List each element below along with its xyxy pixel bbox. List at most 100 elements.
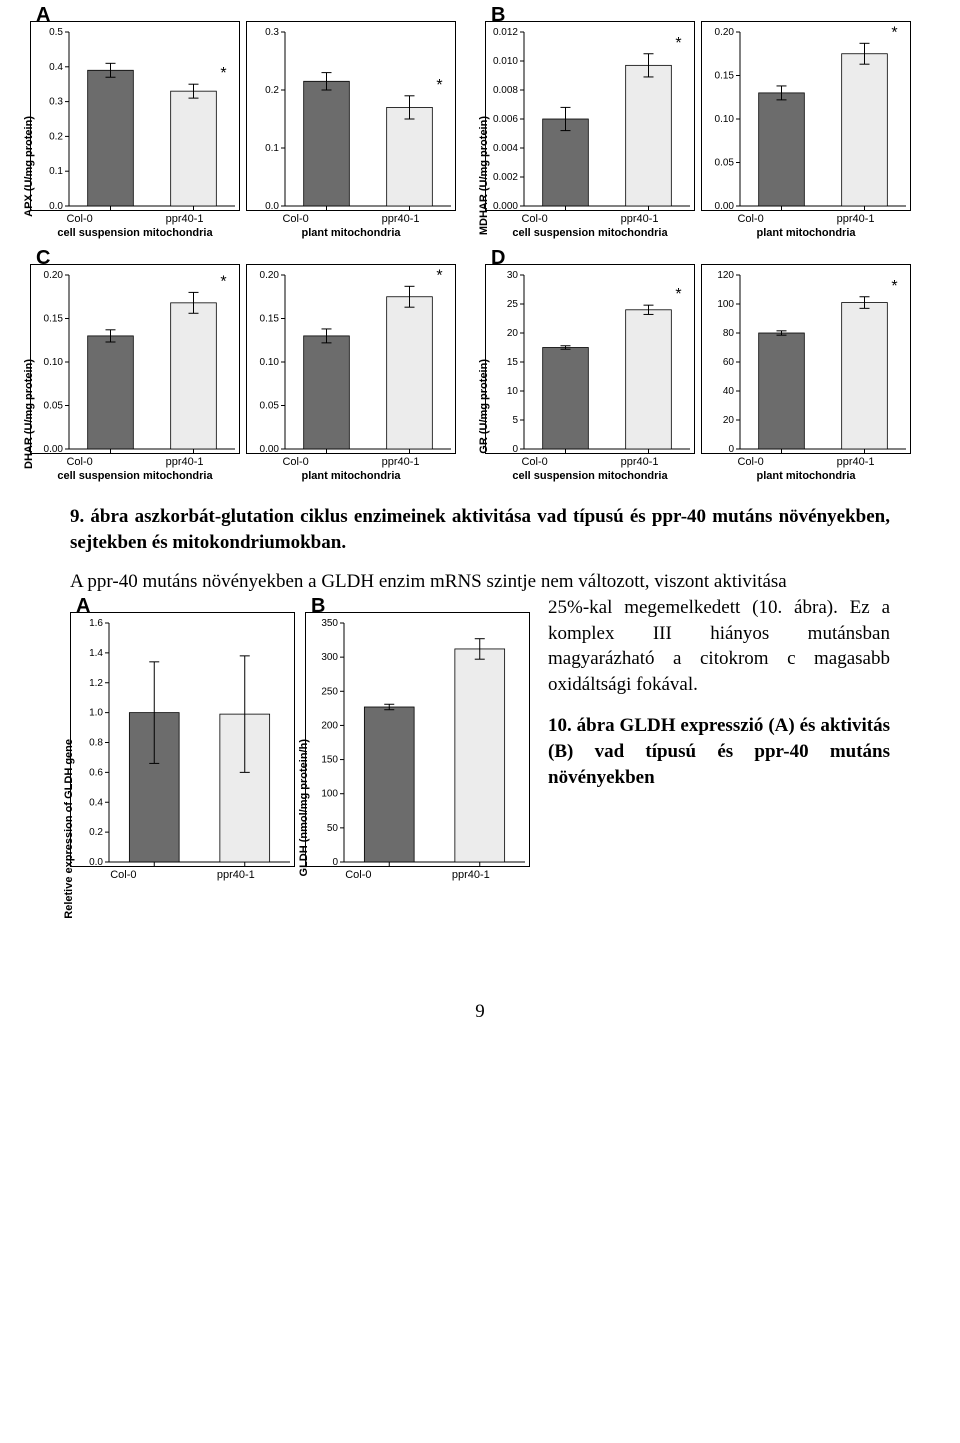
svg-text:0.4: 0.4 — [49, 62, 63, 73]
svg-text:0.00: 0.00 — [44, 444, 64, 455]
svg-text:0.010: 0.010 — [493, 56, 518, 67]
svg-text:0.8: 0.8 — [89, 737, 103, 748]
svg-text:0.15: 0.15 — [715, 71, 735, 82]
svg-text:0.002: 0.002 — [493, 172, 518, 183]
svg-text:0.0: 0.0 — [49, 201, 63, 212]
svg-text:0: 0 — [332, 857, 338, 868]
svg-text:1.0: 1.0 — [89, 708, 103, 719]
sub-caption: plant mitochondria — [701, 470, 911, 482]
svg-text:0.20: 0.20 — [715, 27, 735, 38]
body-text-before: A ppr-40 mutáns növényekben a GLDH enzim… — [0, 555, 960, 595]
x-axis-labels: Col-0ppr40-1 — [30, 456, 240, 468]
svg-text:0.2: 0.2 — [265, 85, 279, 96]
svg-text:0.1: 0.1 — [49, 166, 63, 177]
svg-text:0.000: 0.000 — [493, 201, 518, 212]
svg-text:0.0: 0.0 — [89, 857, 103, 868]
page-number: 9 — [0, 1001, 960, 1023]
bar-chart: 0.0000.0020.0040.0060.0080.0100.012*MDHA… — [485, 21, 695, 211]
y-axis-label: GR (U/mg protein) — [478, 359, 490, 454]
svg-text:0: 0 — [728, 444, 734, 455]
svg-text:0: 0 — [512, 444, 518, 455]
svg-text:*: * — [891, 24, 897, 41]
y-axis-label: APX (U/mg protein) — [23, 116, 35, 217]
svg-text:0.15: 0.15 — [44, 314, 64, 325]
svg-text:20: 20 — [723, 415, 735, 426]
x-axis-labels: Col-0ppr40-1 — [701, 456, 911, 468]
svg-text:0.00: 0.00 — [260, 444, 280, 455]
svg-text:*: * — [220, 273, 226, 290]
bar-chart: 0.00 0.05 0.10 0.15 0.20 * — [246, 264, 456, 454]
svg-text:0.1: 0.1 — [265, 143, 279, 154]
svg-text:0.012: 0.012 — [493, 27, 518, 38]
y-axis-label: GLDH (nmol/mg protein/h) — [298, 739, 310, 876]
svg-text:*: * — [220, 65, 226, 82]
svg-text:0.0: 0.0 — [265, 201, 279, 212]
bar-chart: 0.00 0.05 0.10 0.15 0.20 * — [701, 21, 911, 211]
svg-text:0.3: 0.3 — [265, 27, 279, 38]
svg-text:0.05: 0.05 — [715, 158, 735, 169]
svg-text:*: * — [436, 267, 442, 284]
svg-text:0.5: 0.5 — [49, 27, 63, 38]
svg-text:0.10: 0.10 — [44, 357, 64, 368]
svg-text:120: 120 — [717, 270, 734, 281]
x-axis-labels: Col-0ppr40-1 — [701, 213, 911, 225]
x-axis-labels: Col-0ppr40-1 — [30, 213, 240, 225]
svg-text:0.004: 0.004 — [493, 143, 518, 154]
svg-text:150: 150 — [321, 754, 338, 765]
svg-text:200: 200 — [321, 720, 338, 731]
svg-text:0.2: 0.2 — [49, 131, 63, 142]
svg-text:0.6: 0.6 — [89, 767, 103, 778]
svg-text:350: 350 — [321, 618, 338, 629]
svg-text:300: 300 — [321, 652, 338, 663]
sub-caption: cell suspension mitochondria — [30, 227, 240, 239]
y-axis-label: MDHAR (U/mg protein) — [478, 116, 490, 235]
bar-chart: 050100150200250300350GLDH (nmol/mg prote… — [305, 612, 530, 867]
bar-chart: 0.00.10.20.30.40.5*APX (U/mg protein) — [30, 21, 240, 211]
svg-text:*: * — [675, 35, 681, 52]
svg-text:100: 100 — [321, 789, 338, 800]
svg-text:0.20: 0.20 — [44, 270, 64, 281]
svg-text:60: 60 — [723, 357, 735, 368]
sub-caption: cell suspension mitochondria — [485, 470, 695, 482]
svg-text:0.008: 0.008 — [493, 85, 518, 96]
svg-text:0.2: 0.2 — [89, 827, 103, 838]
svg-text:80: 80 — [723, 328, 735, 339]
x-axis-labels: Col-0ppr40-1 — [485, 213, 695, 225]
bar-chart: 0.0 0.1 0.2 0.3 * — [246, 21, 456, 211]
svg-text:25: 25 — [507, 299, 519, 310]
svg-text:15: 15 — [507, 357, 519, 368]
svg-text:0.10: 0.10 — [260, 357, 280, 368]
svg-text:1.2: 1.2 — [89, 678, 103, 689]
x-axis-labels: Col-0ppr40-1 — [305, 869, 530, 881]
svg-text:0.20: 0.20 — [260, 270, 280, 281]
svg-text:*: * — [436, 77, 442, 94]
side-paragraph: 25%-kal megemelkedett (10. ábra). Ez a k… — [548, 595, 890, 698]
svg-text:1.6: 1.6 — [89, 618, 103, 629]
svg-text:250: 250 — [321, 686, 338, 697]
fig10-caption: 10. ábra GLDH expresszió (A) és aktivitá… — [548, 715, 890, 787]
x-axis-labels: Col-0ppr40-1 — [246, 213, 456, 225]
y-axis-label: DHAR (U/mg protein) — [23, 359, 35, 469]
bar-chart: 0.00.20.40.60.81.01.21.41.6Reletive expr… — [70, 612, 295, 867]
svg-text:20: 20 — [507, 328, 519, 339]
svg-text:0.15: 0.15 — [260, 314, 280, 325]
x-axis-labels: Col-0ppr40-1 — [246, 456, 456, 468]
svg-text:0.3: 0.3 — [49, 97, 63, 108]
svg-text:0.4: 0.4 — [89, 797, 103, 808]
bar-chart: 020406080100120* — [701, 264, 911, 454]
sub-caption: cell suspension mitochondria — [30, 470, 240, 482]
svg-text:100: 100 — [717, 299, 734, 310]
bar-chart: 051015202530*GR (U/mg protein) — [485, 264, 695, 454]
x-axis-labels: Col-0ppr40-1 — [70, 869, 295, 881]
svg-text:10: 10 — [507, 386, 519, 397]
svg-text:50: 50 — [327, 823, 339, 834]
svg-text:0.05: 0.05 — [260, 401, 280, 412]
sub-caption: plant mitochondria — [246, 227, 456, 239]
svg-text:40: 40 — [723, 386, 735, 397]
svg-text:0.00: 0.00 — [715, 201, 735, 212]
sub-caption: cell suspension mitochondria — [485, 227, 695, 239]
fig9-caption: 9. ábra aszkorbát-glutation ciklus enzim… — [70, 506, 890, 553]
svg-text:0.10: 0.10 — [715, 114, 735, 125]
sub-caption: plant mitochondria — [246, 470, 456, 482]
svg-text:0.05: 0.05 — [44, 401, 64, 412]
